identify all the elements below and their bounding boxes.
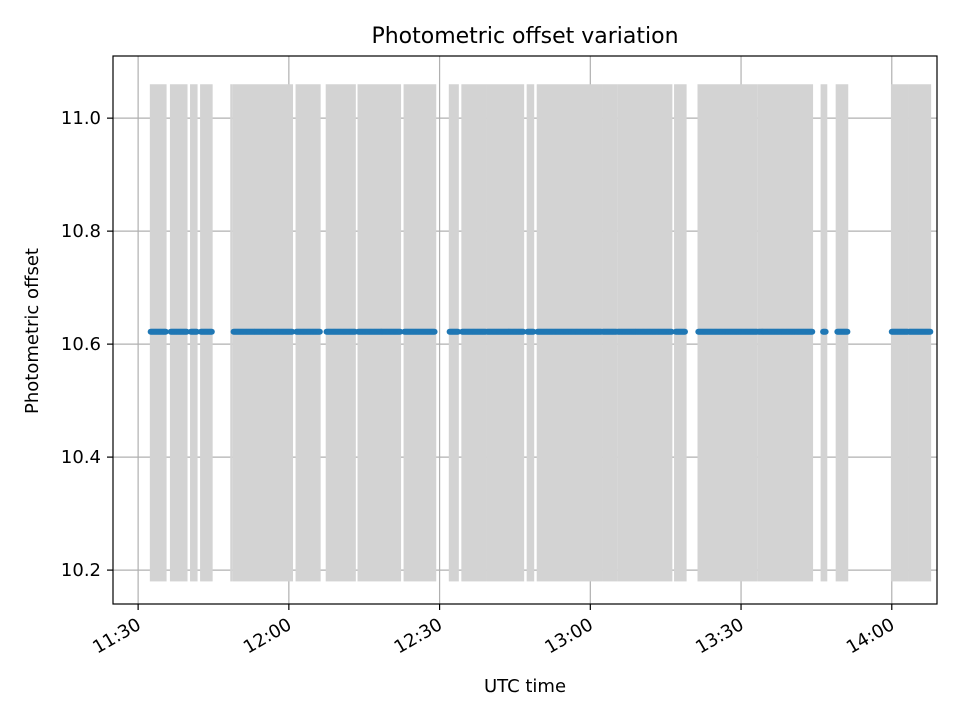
y-tick-label: 10.6	[61, 334, 101, 355]
y-tick-label: 10.8	[61, 221, 101, 242]
data-point	[183, 328, 190, 335]
data-point	[668, 328, 675, 335]
data-point	[809, 328, 816, 335]
x-tick-label: 12:30	[391, 614, 446, 658]
data-point	[681, 328, 688, 335]
data-point	[844, 328, 851, 335]
data-point	[520, 328, 527, 335]
x-tick-label: 11:30	[89, 614, 144, 658]
data-point	[316, 328, 323, 335]
data-point	[289, 328, 296, 335]
data-point	[822, 328, 829, 335]
data-points	[147, 328, 934, 335]
y-axis-label: Photometric offset	[22, 248, 43, 414]
data-point	[193, 328, 200, 335]
x-axis-label: UTC time	[484, 676, 566, 697]
data-point	[455, 328, 462, 335]
plot-frame	[112, 55, 938, 605]
data-point	[208, 328, 215, 335]
x-tick-label: 14:00	[843, 614, 898, 658]
x-tick-label: 12:00	[240, 614, 295, 658]
y-tick-label: 10.2	[61, 560, 101, 581]
data-point	[530, 328, 537, 335]
x-tick-label: 13:00	[541, 614, 596, 658]
data-point	[162, 328, 169, 335]
y-tick-label: 10.4	[61, 447, 101, 468]
data-point	[431, 328, 438, 335]
data-point	[397, 328, 404, 335]
y-tick-label: 11.0	[61, 108, 101, 129]
chart-title: Photometric offset variation	[371, 24, 678, 49]
x-tick-label: 13:30	[692, 614, 747, 658]
data-point	[927, 328, 934, 335]
